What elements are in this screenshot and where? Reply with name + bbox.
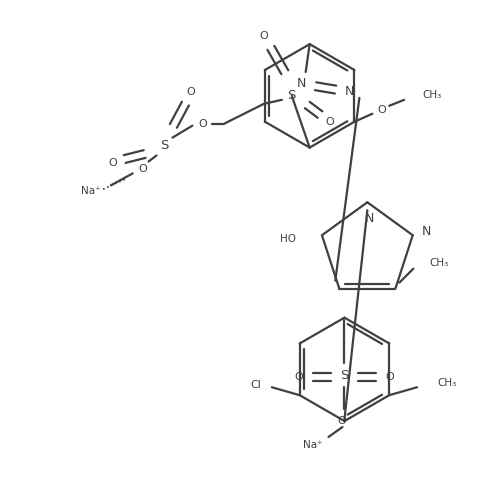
Text: O: O <box>138 164 147 174</box>
Text: CH₃: CH₃ <box>437 378 456 388</box>
Text: O: O <box>198 118 206 128</box>
Text: CH₃: CH₃ <box>429 258 448 268</box>
Text: N: N <box>297 78 306 90</box>
Text: O⁻: O⁻ <box>337 416 352 426</box>
Text: CH₃: CH₃ <box>422 90 442 100</box>
Text: O: O <box>260 31 268 41</box>
Text: O: O <box>325 116 334 126</box>
Text: S: S <box>340 369 348 382</box>
Text: O: O <box>386 372 394 382</box>
Text: O: O <box>377 105 386 115</box>
Text: N: N <box>345 86 354 98</box>
Text: S: S <box>288 90 296 102</box>
Text: Na⁺: Na⁺ <box>81 186 100 196</box>
Text: S: S <box>160 139 168 152</box>
Text: Cl: Cl <box>250 380 262 390</box>
Text: HO: HO <box>280 234 296 244</box>
Text: Na⁺: Na⁺ <box>303 440 322 450</box>
Text: O: O <box>108 158 117 168</box>
Text: O: O <box>186 87 194 97</box>
Text: N: N <box>364 212 374 224</box>
Text: O: O <box>294 372 303 382</box>
Text: N: N <box>422 225 432 238</box>
